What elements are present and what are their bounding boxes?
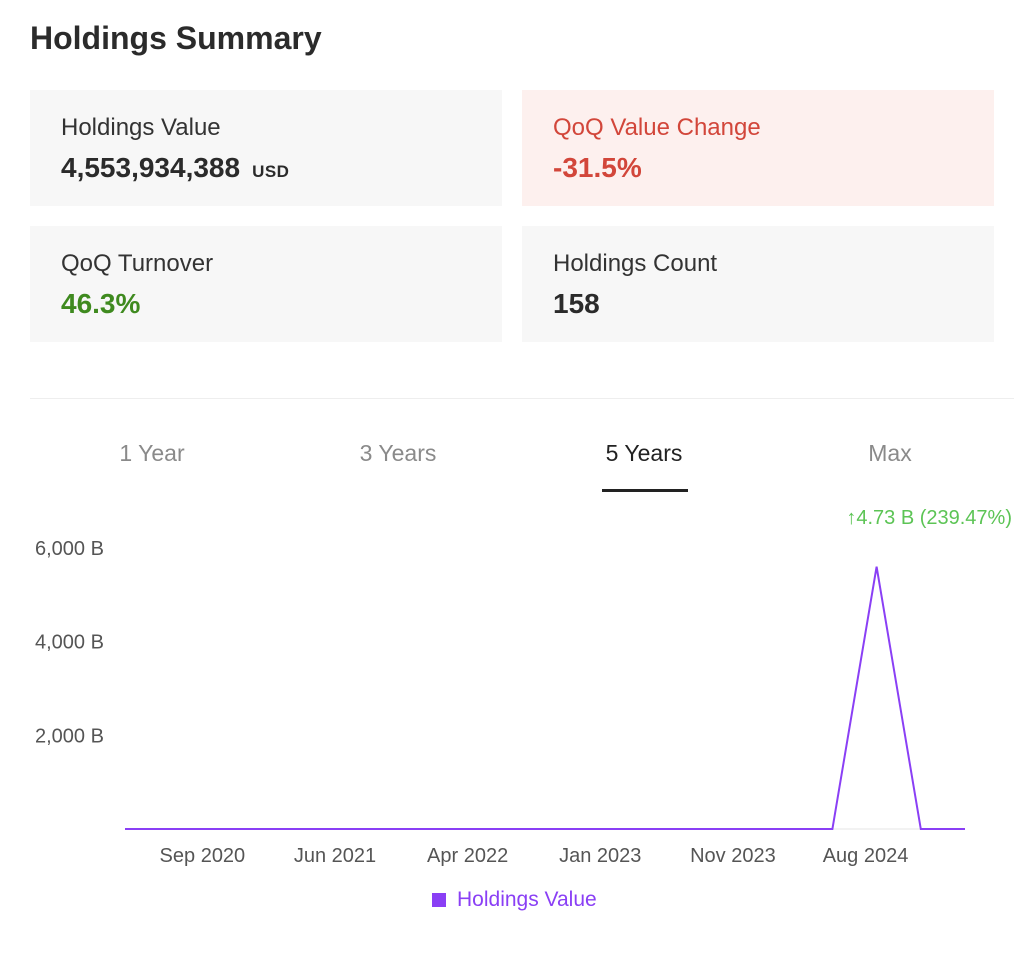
qoq-turnover-label: QoQ Turnover bbox=[61, 250, 214, 277]
x-tick-label: Nov 2023 bbox=[690, 845, 776, 867]
tab-1-year[interactable]: 1 Year bbox=[119, 440, 185, 466]
holdings-count-value: 158 bbox=[553, 288, 600, 319]
holdings-count-label: Holdings Count bbox=[553, 250, 718, 277]
x-tick-label: Apr 2022 bbox=[427, 845, 508, 867]
active-tab-indicator bbox=[602, 489, 688, 492]
series-layer bbox=[125, 566, 965, 830]
tab-max[interactable]: Max bbox=[868, 440, 912, 466]
holdings-value-number: 4,553,934,388 bbox=[61, 152, 241, 183]
qoq-value-change-label: QoQ Value Change bbox=[553, 114, 761, 141]
qoq-turnover-value: 46.3% bbox=[61, 288, 141, 319]
legend-swatch bbox=[432, 893, 446, 907]
tab-5-years[interactable]: 5 Years bbox=[605, 440, 683, 466]
qoq-value-change-value: -31.5% bbox=[553, 152, 642, 183]
holdings-value-amount: 4,553,934,388 USD bbox=[61, 152, 502, 188]
holdings-count-card: Holdings Count 158 bbox=[522, 226, 994, 342]
x-tick-label: Jun 2021 bbox=[294, 845, 376, 867]
qoq-turnover-card: QoQ Turnover 46.3% bbox=[30, 226, 502, 342]
chart-legend[interactable]: Holdings Value bbox=[432, 888, 597, 912]
page-title: Holdings Summary bbox=[30, 20, 322, 56]
tab-3-years[interactable]: 3 Years bbox=[359, 440, 437, 466]
x-tick-label: Sep 2020 bbox=[160, 845, 246, 867]
x-tick-label: Aug 2024 bbox=[823, 845, 909, 867]
x-tick-label: Jan 2023 bbox=[559, 845, 641, 867]
y-axis: 2,000 B 4,000 B 6,000 B bbox=[35, 538, 104, 747]
period-tabs: 1 Year 3 Years 5 Years Max bbox=[30, 430, 1014, 494]
section-divider bbox=[30, 398, 1014, 399]
holdings-value-label: Holdings Value bbox=[61, 114, 221, 141]
qoq-value-change-card: QoQ Value Change -31.5% bbox=[522, 90, 994, 206]
holdings-value-card: Holdings Value 4,553,934,388 USD bbox=[30, 90, 502, 206]
legend-label: Holdings Value bbox=[457, 888, 597, 911]
y-tick-label: 6,000 B bbox=[35, 538, 104, 560]
holdings-value-chart: ↑4.73 B (239.47%) 2,000 B4,000 B6,000 B … bbox=[35, 507, 1012, 867]
holdings-value-unit: USD bbox=[252, 162, 290, 181]
y-tick-label: 2,000 B bbox=[35, 725, 104, 747]
series-line-holdings-value bbox=[125, 566, 965, 830]
y-tick-label: 4,000 B bbox=[35, 632, 104, 654]
x-axis: Sep 2020 Jun 2021 Apr 2022 Jan 2023 Nov 2023… bbox=[160, 845, 909, 867]
change-annotation: ↑4.73 B (239.47%) bbox=[846, 507, 1012, 529]
